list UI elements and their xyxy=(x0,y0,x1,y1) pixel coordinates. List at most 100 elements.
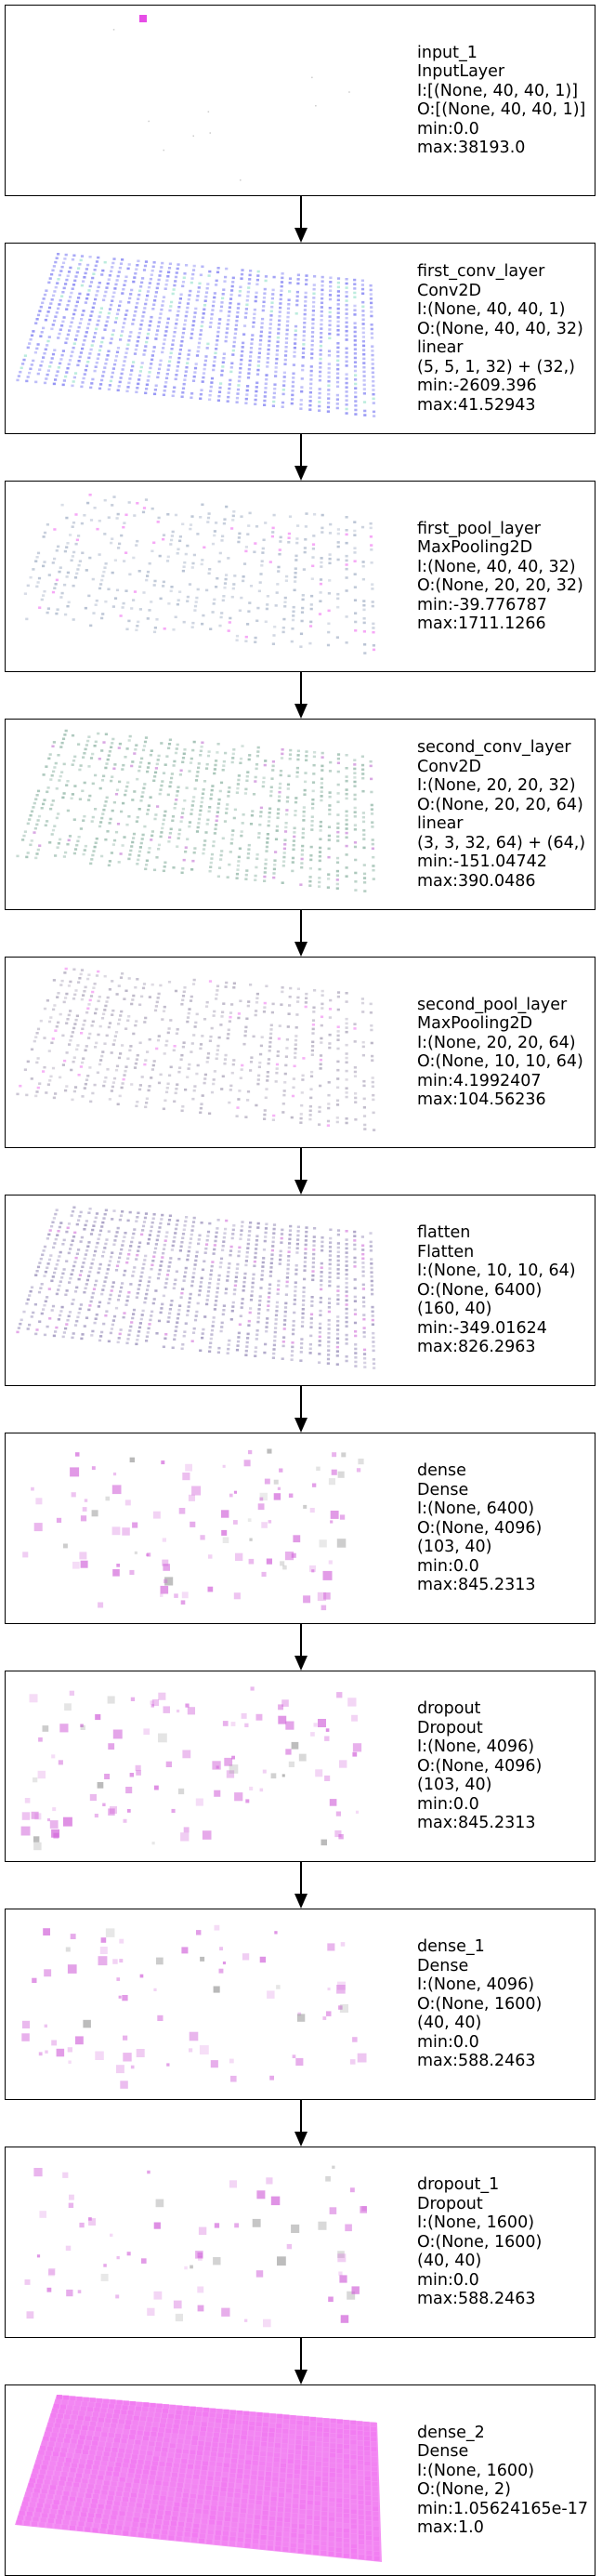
activation-cell xyxy=(129,1457,135,1463)
activation-cell xyxy=(281,1103,285,1105)
activation-cell xyxy=(362,1115,367,1117)
flow-arrow xyxy=(294,196,308,243)
activation-cell xyxy=(135,1296,138,1299)
activation-cell xyxy=(136,815,139,819)
activation-cell xyxy=(111,504,114,507)
activation-cell xyxy=(336,2428,343,2434)
activation-cell xyxy=(52,741,56,744)
activation-cell xyxy=(111,2448,118,2452)
activation-cell xyxy=(119,338,123,341)
activation-cell xyxy=(37,1770,46,1779)
activation-cell xyxy=(71,1031,74,1034)
activation-cell xyxy=(55,816,59,820)
activation-cell xyxy=(345,338,348,341)
layer-info: dropout_1 Dropout I:(None, 1600) O:(None, 1… xyxy=(417,2147,542,2337)
activation-cell xyxy=(60,1305,64,1309)
activation-cell xyxy=(293,1298,296,1301)
activation-cell xyxy=(301,368,305,372)
activation-cell xyxy=(301,827,306,830)
activation-cell xyxy=(203,304,207,307)
activation-cell xyxy=(90,344,94,347)
activation-cell xyxy=(131,1316,135,1320)
activation-cell xyxy=(112,258,116,260)
activation-cell xyxy=(98,1602,104,1608)
activation-cell xyxy=(80,1270,84,1273)
activation-cell xyxy=(72,312,76,316)
activation-cell xyxy=(362,1335,366,1339)
activation-cell xyxy=(222,764,226,767)
activation-cell xyxy=(345,754,348,757)
activation-cell xyxy=(272,876,276,879)
activation-cell xyxy=(278,790,281,794)
activation-cell xyxy=(91,782,95,786)
activation-cell xyxy=(71,1239,74,1242)
activation-cell xyxy=(43,293,47,297)
activation-cell xyxy=(60,741,64,745)
activation-cell xyxy=(190,328,194,331)
activation-cell xyxy=(209,385,213,389)
activation-cell xyxy=(80,969,85,971)
activation-cell xyxy=(98,996,101,998)
activation-cell xyxy=(197,766,201,770)
activation-cell xyxy=(23,830,27,833)
activation-cell xyxy=(162,342,165,346)
activation-cell xyxy=(239,761,242,765)
activation-cell xyxy=(125,627,129,631)
activation-cell xyxy=(240,358,243,362)
activation-cell xyxy=(124,589,128,592)
activation-cell xyxy=(238,1246,242,1249)
layer-type: Conv2D xyxy=(417,281,481,300)
activation-cell xyxy=(274,1322,278,1326)
activation-cell xyxy=(91,1291,95,1295)
activation-cell xyxy=(163,814,166,817)
activation-cell xyxy=(335,869,339,873)
activation-cell xyxy=(171,2434,177,2438)
activation-cell xyxy=(146,617,150,620)
activation-cell xyxy=(214,351,217,355)
activation-cell xyxy=(345,516,348,519)
activation-cell xyxy=(190,1233,193,1236)
activation-cell xyxy=(256,270,260,273)
activation-cell xyxy=(291,385,294,388)
activation-cell xyxy=(95,1714,101,1721)
activation-cell xyxy=(275,591,279,594)
activation-cell xyxy=(147,851,150,854)
activation-cell xyxy=(114,354,119,358)
activation-cell xyxy=(192,375,196,378)
activation-cell xyxy=(110,1289,113,1292)
activation-cell xyxy=(284,346,288,349)
activation-cell xyxy=(322,2452,329,2457)
activation-cell xyxy=(139,365,143,369)
activation-cell xyxy=(66,542,70,545)
activation-cell xyxy=(291,1741,299,1750)
activation-cell xyxy=(154,2447,161,2451)
activation-cell xyxy=(231,519,235,522)
activation-cell xyxy=(95,1212,99,1215)
activation-cell xyxy=(274,1080,278,1083)
activation-cell xyxy=(192,851,196,854)
activation-cell xyxy=(283,2414,290,2420)
activation-cell xyxy=(193,604,198,608)
activation-cell xyxy=(60,979,64,983)
activation-cell xyxy=(228,786,231,789)
activation-cell xyxy=(312,1244,316,1248)
activation-cell xyxy=(73,1023,77,1025)
activation-cell xyxy=(117,1261,121,1263)
activation-cell xyxy=(46,373,49,376)
activation-cell xyxy=(275,357,279,361)
activation-cell xyxy=(84,1499,88,1502)
activation-cell xyxy=(311,1032,315,1035)
activation-cell xyxy=(286,2243,293,2250)
activation-cell xyxy=(88,1270,92,1274)
activation-cell xyxy=(102,298,106,302)
activation-cell xyxy=(277,808,281,811)
activation-cell xyxy=(22,1552,29,1558)
activation-cell xyxy=(81,1265,85,1269)
activation-cell xyxy=(72,254,76,258)
activation-cell xyxy=(364,2451,371,2456)
activation-cell xyxy=(345,381,348,385)
activation-cell xyxy=(241,745,244,747)
activation-cell xyxy=(221,1313,225,1316)
activation-cell xyxy=(91,276,95,280)
activation-cell xyxy=(262,776,266,780)
